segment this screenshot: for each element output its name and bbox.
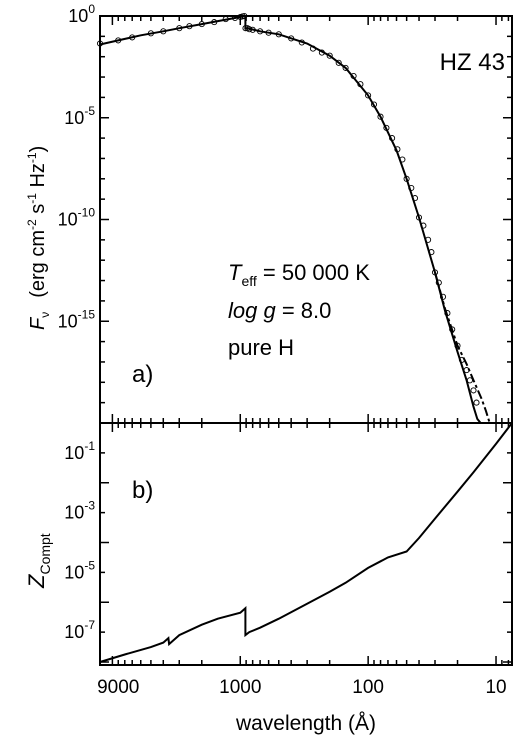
- panel-a-series-0-line: [99, 15, 482, 424]
- panel-a-ytick-label-2: 10-10: [58, 206, 96, 230]
- panel-a-series-2-point-44: [431, 269, 439, 276]
- panel-b-xtick-labels: 9000 1000 100 10: [97, 677, 506, 698]
- panel-a-series-2-point-26: [335, 59, 342, 66]
- panel-b-label: b): [132, 477, 153, 504]
- panel-a-title: HZ 43: [440, 49, 505, 76]
- panel-a-ytick-label-3: 10-15: [58, 307, 96, 331]
- panel-a-series-2-point-29: [357, 81, 364, 88]
- panel-b-xtick-label-2: 100: [352, 677, 384, 698]
- panel-a-series-2-point-37: [403, 175, 410, 182]
- panel-a-series-2-point-31: [370, 101, 378, 108]
- panel-a-ytick-labels: 100 10-5 10-10 10-15: [58, 2, 96, 331]
- panel-a-series-2-point-7: [198, 21, 205, 28]
- panel-a-frame: [99, 15, 513, 424]
- panel-a-series-2-point-8: [211, 19, 218, 26]
- panel-a-series-2-point-54: [473, 399, 480, 406]
- panel-b-ylabel: ZCompt: [24, 533, 53, 589]
- panel-a-series-2-point-30: [365, 92, 372, 99]
- panel-a-series-2-point-51: [463, 367, 470, 374]
- panel-a-series-2-point-17: [249, 26, 256, 33]
- panel-a-series-2-point-33: [383, 124, 390, 131]
- panel-a-series-2-point-27: [342, 64, 349, 71]
- panel-a-series-2-point-46: [439, 293, 447, 300]
- panel-a-series-2-point-47: [444, 310, 451, 317]
- panel-a-series-2-point-23: [309, 45, 317, 52]
- panel-a-series-2-point-34: [389, 135, 396, 142]
- panel-a-series-2-point-48: [449, 326, 456, 333]
- panel-a-series-2-point-24: [318, 49, 325, 56]
- panel-b-ytick-label-3: 10-7: [64, 618, 95, 642]
- panel-b-xtick-label-3: 10: [485, 677, 506, 698]
- panel-a-series-2-point-21: [288, 35, 295, 42]
- panel-b-xtick-label-0: 9000: [97, 677, 139, 698]
- panel-a-series-2-point-42: [425, 236, 432, 243]
- panel-b-ytick-labels: 10-1 10-3 10-5 10-7: [64, 439, 95, 642]
- panel-a-series-2-point-43: [428, 249, 435, 256]
- panel-a-series-2-point-40: [415, 214, 423, 221]
- panel-a-ytick-label-1: 10-5: [64, 104, 95, 128]
- panel-a-series-2-point-52: [466, 377, 473, 384]
- panel-b-ytick-label-1: 10-3: [64, 499, 95, 523]
- panel-a-series-2-point-32: [377, 113, 384, 120]
- panel-a-curves: [96, 12, 491, 424]
- panel-a-series-2-point-5: [176, 25, 183, 32]
- panel-a-series-2-point-45: [435, 279, 442, 286]
- panel-a-series-2-point-28: [350, 72, 357, 80]
- panel-a-series-2-point-14: [242, 25, 249, 32]
- panel-a-ylabel: Fν(erg cm-2 s-1 Hz-1): [25, 146, 52, 330]
- panel-a-series-2-point-16: [246, 26, 253, 33]
- panel-a-series-2-point-49: [454, 342, 461, 349]
- panel-b-compton: 10-1 10-3 10-5 10-7 9000 1000 100 10 b) ZCompt…: [24, 422, 513, 735]
- panel-a-spectrum: 100 10-5 10-10 10-15 HZ 43 a) Teff = 50 000…: [25, 2, 513, 424]
- panel-a-ticks: [100, 15, 512, 424]
- panel-a-series-2-point-22: [298, 39, 305, 46]
- panel-b-ytick-label-0: 10-1: [64, 439, 95, 463]
- composition-annotation: pure H: [228, 335, 294, 360]
- panel-a-series-2-point-38: [408, 184, 415, 192]
- panel-a-series-2-point-50: [458, 356, 465, 363]
- panel-a-series-2-point-2: [129, 34, 136, 41]
- panel-b-xtick-label-1: 1000: [219, 677, 261, 698]
- panel-a-series-2-point-41: [420, 222, 427, 229]
- panel-a-series-2-point-1: [115, 37, 122, 44]
- x-axis-label: wavelength (Å): [235, 712, 376, 735]
- teff-annotation: Teff = 50 000 K: [228, 260, 370, 289]
- panel-a-series-2-point-4: [160, 28, 167, 35]
- panel-a-series-2-point-36: [399, 156, 406, 163]
- panel-a-series-2-point-53: [470, 387, 477, 394]
- panel-a-series-2-point-39: [411, 195, 419, 202]
- panel-b-ticks: [100, 422, 512, 665]
- panel-a-ytick-label-0: 100: [68, 2, 95, 26]
- panel-a-series-2-point-20: [275, 31, 282, 38]
- panel-a-series-2-point-19: [265, 29, 272, 36]
- panel-a-series-1-line: [434, 272, 491, 424]
- panel-b-curves: [99, 422, 513, 663]
- panel-b-frame: [99, 422, 513, 666]
- panel-a-series-2-point-3: [147, 30, 154, 37]
- panel-a-series-2-point-25: [326, 52, 333, 59]
- panel-a-series-2-point-35: [394, 146, 401, 153]
- panel-b-ytick-label-2: 10-5: [64, 558, 95, 582]
- panel-b-series-0-line: [99, 422, 513, 663]
- logg-annotation: log g = 8.0: [228, 298, 331, 323]
- panel-a-series-2-point-6: [186, 23, 193, 30]
- panel-a-series-2-point-18: [257, 28, 264, 35]
- panel-a-label: a): [132, 361, 153, 388]
